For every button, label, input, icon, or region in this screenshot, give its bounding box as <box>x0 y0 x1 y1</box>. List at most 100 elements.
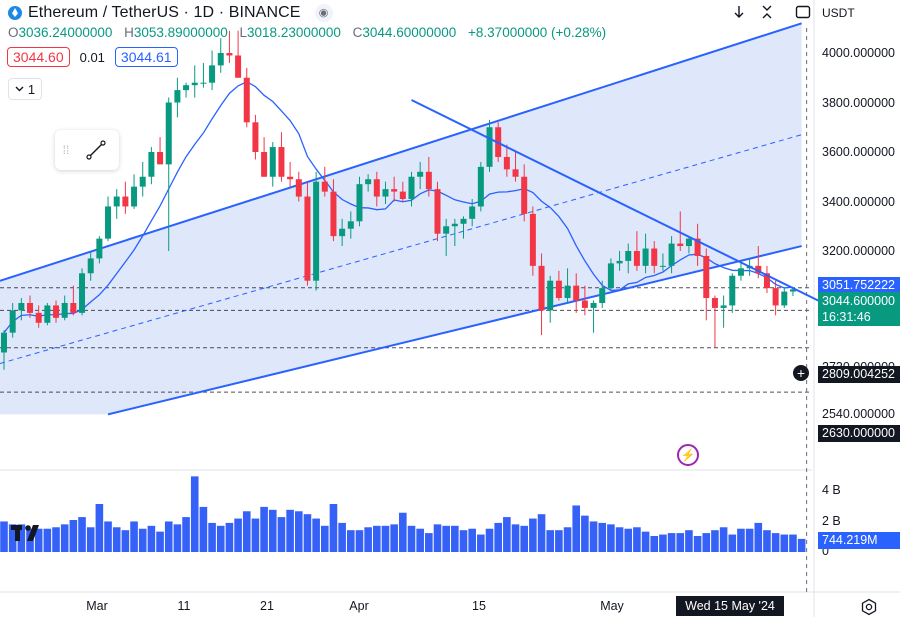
candle-body <box>1 332 7 353</box>
high-label: H <box>124 25 134 40</box>
volume-bar <box>485 528 494 552</box>
volume-bar <box>771 533 780 552</box>
volume-bar <box>242 511 251 552</box>
volume-bar <box>199 506 208 552</box>
price-tick: 4000.000000 <box>822 46 895 60</box>
volume-bar <box>615 527 624 552</box>
volume-bar <box>641 531 650 552</box>
volume-bar <box>277 517 286 552</box>
volume-tick: 0 <box>822 544 829 558</box>
time-tick: 11 <box>177 599 191 613</box>
volume-bar <box>537 514 546 552</box>
candle-body <box>512 169 519 177</box>
candle-body <box>191 82 198 86</box>
volume-bar <box>69 520 78 552</box>
volume-bar <box>121 530 130 552</box>
candle-body <box>330 191 337 237</box>
candle-body <box>573 285 580 301</box>
candle-body <box>590 302 597 308</box>
candle-body <box>347 221 354 229</box>
candle-body <box>521 176 528 214</box>
candle-body <box>547 280 554 311</box>
price-tick: 3800.000000 <box>822 95 895 110</box>
time-tick: May <box>600 599 624 613</box>
candle-body <box>581 300 588 308</box>
candle-body <box>148 152 155 177</box>
volume-bar <box>303 514 312 552</box>
candle-body <box>217 53 224 66</box>
candle-body <box>763 273 770 289</box>
candle-body <box>729 275 736 306</box>
lightning-icon[interactable]: ⚡ <box>677 444 699 466</box>
candle-body <box>53 305 60 318</box>
volume-bar <box>520 525 528 552</box>
candle-body <box>781 291 788 306</box>
volume-bar <box>364 527 372 552</box>
add-alert-icon[interactable]: + <box>793 365 809 381</box>
spread-value: 0.01 <box>79 49 105 65</box>
candle-body <box>113 196 120 207</box>
candle-body <box>469 206 476 219</box>
eye-icon[interactable]: ◉ <box>314 4 333 22</box>
volume-bar <box>667 533 676 552</box>
level-price-badge: 2630.000000 <box>818 425 900 442</box>
candle-body <box>339 228 346 237</box>
close-value: 3044.60000000 <box>362 25 457 40</box>
candle-body <box>226 53 233 56</box>
descending-trendline <box>411 99 840 312</box>
volume-bar <box>138 528 147 552</box>
drag-handle-icon[interactable]: ⁞⁞ <box>62 143 70 157</box>
chevron-down-icon <box>15 86 24 92</box>
candle-body <box>139 176 146 187</box>
volume-bar <box>156 531 164 552</box>
volume-bar <box>381 525 390 552</box>
volume-bar <box>650 536 659 552</box>
candle-body <box>321 181 328 192</box>
candle-body <box>529 213 536 266</box>
volume-bar <box>797 538 806 552</box>
candle-body <box>304 196 311 281</box>
volume-bar <box>268 509 277 552</box>
volume-bar <box>234 518 242 552</box>
candle-body <box>503 156 510 170</box>
candle-body <box>685 238 692 247</box>
volume-bar <box>780 534 789 552</box>
channel-upper-line <box>0 22 802 282</box>
drawing-tool-popup[interactable]: ⁞⁞ <box>55 130 119 170</box>
candle-body <box>278 147 285 177</box>
last-price-value: 3044.600000 <box>822 294 895 308</box>
volume-bar <box>112 527 121 552</box>
indicators-collapse-button[interactable]: 1 <box>8 78 42 100</box>
fullscreen-icon[interactable] <box>791 0 815 24</box>
candle-body <box>373 179 380 197</box>
candle-body <box>243 77 250 123</box>
trend-line-icon[interactable] <box>85 139 107 161</box>
volume-bar <box>563 527 572 552</box>
candle-body <box>668 243 675 266</box>
tradingview-logo[interactable] <box>11 523 45 549</box>
currency-unit[interactable]: USDT <box>822 6 855 20</box>
arrow-down-icon[interactable] <box>727 0 751 24</box>
volume-bar <box>763 530 771 552</box>
sell-button[interactable]: 3044.60 <box>7 47 70 67</box>
volume-tick: 2 B <box>822 514 841 528</box>
candle-body <box>27 302 34 313</box>
channel-mid-line <box>0 134 802 364</box>
candle-body <box>599 288 606 303</box>
collapse-icon[interactable] <box>755 0 779 24</box>
volume-bar <box>95 504 104 552</box>
volume-bar <box>0 521 8 552</box>
candle-body <box>616 260 623 264</box>
candle-body <box>18 302 25 311</box>
symbol-title[interactable]: Ethereum / TetherUS · 1D · BINANCE <box>28 4 301 21</box>
high-value: 3053.89000000 <box>133 25 228 40</box>
symbol-legend[interactable]: Ethereum / TetherUS · 1D · BINANCE ◉ <box>8 3 333 23</box>
volume-bar <box>294 511 303 552</box>
gear-icon[interactable] <box>860 598 878 616</box>
candle-body <box>44 305 51 323</box>
buy-button[interactable]: 3044.61 <box>114 47 178 67</box>
candle-body <box>9 310 16 333</box>
candle-body <box>79 273 86 313</box>
ethereum-logo-icon <box>8 6 22 20</box>
